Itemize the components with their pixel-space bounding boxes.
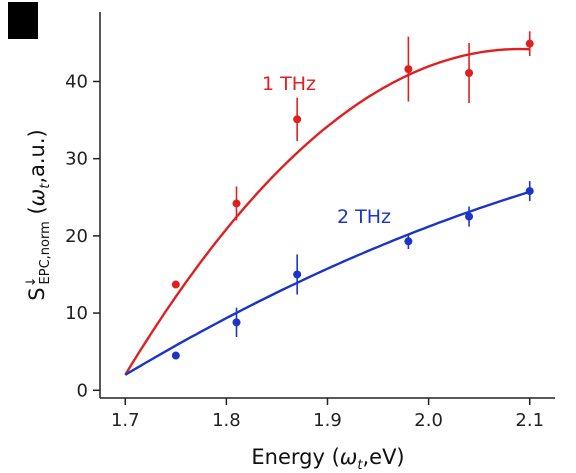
x-tick-label: 2.0 xyxy=(414,410,443,431)
y-tick-label: 40 xyxy=(65,71,88,92)
x-tick-label: 1.8 xyxy=(212,410,241,431)
fit-curve-2thz xyxy=(124,190,531,376)
data-point-2thz xyxy=(293,270,302,279)
redaction-box xyxy=(8,2,38,39)
data-point-2thz xyxy=(525,187,534,196)
data-point-2thz xyxy=(404,237,413,246)
x-axis-title: Energy (ωt,eV) xyxy=(251,445,404,473)
x-tick-label: 2.1 xyxy=(515,410,544,431)
y-tick-label: 30 xyxy=(65,149,88,170)
y-tick-label: 10 xyxy=(65,303,88,324)
fit-curve-1thz xyxy=(124,47,530,376)
data-point-2thz xyxy=(232,318,241,327)
tick-group: 1.7 1.8 1.9 2.0 2.1 0 10 20 30 40 xyxy=(65,71,544,431)
y-tick-label: 20 xyxy=(65,226,88,247)
data-points xyxy=(171,31,534,360)
series-label-1thz: 1 THz xyxy=(262,73,316,95)
data-point-1thz xyxy=(404,65,413,74)
data-point-1thz xyxy=(465,68,474,77)
data-point-2thz xyxy=(465,212,474,221)
data-point-1thz xyxy=(525,39,534,48)
series-label-2thz: 2 THz xyxy=(337,206,391,228)
y-tick-label: 0 xyxy=(77,380,88,401)
data-point-2thz xyxy=(171,351,180,360)
data-point-1thz xyxy=(171,280,180,289)
y-axis-title: S↓EPC,norm (ωt,a.u.) xyxy=(24,129,53,300)
data-point-1thz xyxy=(232,199,241,208)
fit-curves xyxy=(124,47,531,376)
x-tick-label: 1.7 xyxy=(111,410,140,431)
x-tick-label: 1.9 xyxy=(313,410,342,431)
data-point-1thz xyxy=(293,115,302,124)
